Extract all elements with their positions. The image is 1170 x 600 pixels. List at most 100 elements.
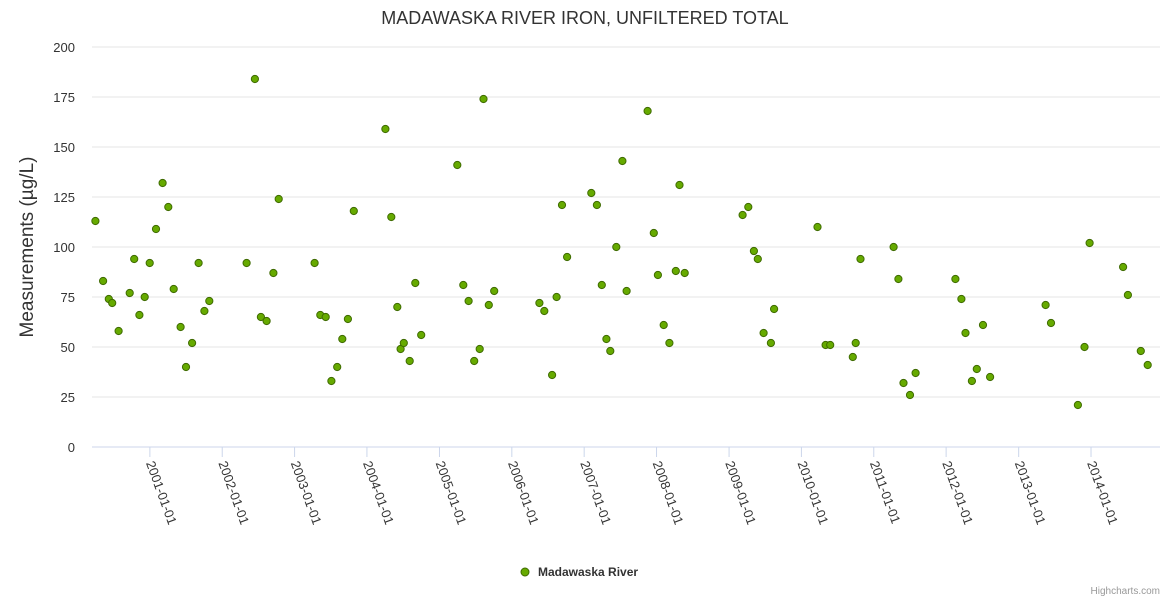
data-point[interactable] bbox=[459, 280, 468, 290]
data-point[interactable] bbox=[475, 344, 484, 354]
data-point[interactable] bbox=[957, 294, 966, 304]
data-point[interactable] bbox=[659, 320, 668, 330]
data-point[interactable] bbox=[484, 300, 493, 310]
data-point[interactable] bbox=[848, 352, 857, 362]
data-point[interactable] bbox=[1041, 300, 1050, 310]
data-point[interactable] bbox=[649, 228, 658, 238]
data-point[interactable] bbox=[978, 320, 988, 330]
data-point[interactable] bbox=[381, 124, 390, 134]
data-point[interactable] bbox=[753, 254, 762, 264]
data-point[interactable] bbox=[552, 292, 561, 302]
data-point[interactable] bbox=[135, 310, 144, 320]
data-point[interactable] bbox=[349, 206, 358, 216]
data-point[interactable] bbox=[200, 306, 209, 316]
data-point[interactable] bbox=[643, 106, 652, 116]
legend[interactable]: Madawaska River bbox=[520, 565, 638, 579]
data-point[interactable] bbox=[813, 222, 822, 232]
data-point[interactable] bbox=[770, 304, 779, 314]
data-point[interactable] bbox=[125, 288, 134, 298]
data-point[interactable] bbox=[99, 276, 108, 286]
data-point[interactable] bbox=[653, 270, 663, 280]
data-point[interactable] bbox=[894, 274, 903, 284]
data-point[interactable] bbox=[967, 376, 977, 386]
data-point[interactable] bbox=[557, 200, 567, 210]
data-point[interactable] bbox=[961, 328, 970, 338]
data-point[interactable] bbox=[176, 322, 185, 332]
data-point[interactable] bbox=[856, 254, 865, 264]
data-point[interactable] bbox=[951, 274, 960, 284]
data-point[interactable] bbox=[889, 242, 898, 252]
data-point[interactable] bbox=[333, 362, 342, 372]
data-point[interactable] bbox=[387, 212, 396, 222]
data-point[interactable] bbox=[675, 180, 684, 190]
data-point[interactable] bbox=[1080, 342, 1089, 352]
data-point[interactable] bbox=[262, 316, 271, 326]
data-point[interactable] bbox=[464, 296, 473, 306]
data-points[interactable] bbox=[91, 74, 1152, 410]
data-point[interactable] bbox=[826, 340, 835, 350]
data-point[interactable] bbox=[242, 258, 251, 268]
data-point[interactable] bbox=[91, 216, 100, 226]
data-point[interactable] bbox=[181, 362, 191, 372]
data-point[interactable] bbox=[399, 338, 408, 348]
data-point[interactable] bbox=[151, 224, 161, 234]
data-point[interactable] bbox=[188, 338, 197, 348]
data-point[interactable] bbox=[269, 268, 278, 278]
data-point[interactable] bbox=[671, 266, 680, 276]
data-point[interactable] bbox=[563, 252, 572, 262]
data-point[interactable] bbox=[140, 292, 149, 302]
data-point[interactable] bbox=[310, 258, 319, 268]
data-point[interactable] bbox=[250, 74, 259, 84]
data-point[interactable] bbox=[738, 210, 747, 220]
data-point[interactable] bbox=[338, 334, 347, 344]
data-point[interactable] bbox=[744, 202, 753, 212]
data-point[interactable] bbox=[548, 370, 557, 380]
data-point[interactable] bbox=[490, 286, 499, 296]
data-point[interactable] bbox=[164, 202, 173, 212]
data-point[interactable] bbox=[1143, 360, 1152, 370]
data-point[interactable] bbox=[327, 376, 336, 386]
data-point[interactable] bbox=[911, 368, 920, 378]
data-point[interactable] bbox=[321, 312, 330, 322]
data-point[interactable] bbox=[612, 242, 621, 252]
data-point[interactable] bbox=[343, 314, 352, 324]
data-point[interactable] bbox=[256, 312, 265, 322]
data-point[interactable] bbox=[680, 268, 689, 278]
data-point[interactable] bbox=[417, 330, 426, 340]
data-point[interactable] bbox=[1073, 400, 1083, 410]
data-point[interactable] bbox=[905, 390, 915, 400]
data-point[interactable] bbox=[602, 334, 611, 344]
data-point[interactable] bbox=[665, 338, 674, 348]
data-point[interactable] bbox=[618, 156, 627, 166]
data-point[interactable] bbox=[1046, 318, 1056, 328]
data-point[interactable] bbox=[766, 338, 776, 348]
data-point[interactable] bbox=[405, 356, 414, 366]
data-point[interactable] bbox=[169, 284, 178, 294]
data-point[interactable] bbox=[393, 302, 402, 312]
data-point[interactable] bbox=[108, 298, 117, 308]
data-point[interactable] bbox=[1119, 262, 1128, 272]
data-point[interactable] bbox=[759, 328, 768, 338]
data-point[interactable] bbox=[535, 298, 544, 308]
data-point[interactable] bbox=[587, 188, 596, 198]
data-point[interactable] bbox=[986, 372, 995, 382]
data-point[interactable] bbox=[1123, 290, 1133, 300]
data-point[interactable] bbox=[899, 378, 908, 388]
data-point[interactable] bbox=[1085, 238, 1094, 248]
data-point[interactable] bbox=[130, 254, 139, 264]
data-point[interactable] bbox=[749, 246, 759, 256]
data-point[interactable] bbox=[453, 160, 462, 170]
data-point[interactable] bbox=[158, 178, 167, 188]
data-point[interactable] bbox=[274, 194, 283, 204]
data-point[interactable] bbox=[622, 286, 631, 296]
data-point[interactable] bbox=[194, 258, 203, 268]
data-point[interactable] bbox=[1136, 346, 1145, 356]
data-point[interactable] bbox=[540, 306, 549, 316]
data-point[interactable] bbox=[411, 278, 420, 288]
data-point[interactable] bbox=[592, 200, 602, 210]
data-point[interactable] bbox=[114, 326, 123, 336]
data-point[interactable] bbox=[479, 94, 488, 104]
credits-link[interactable]: Highcharts.com bbox=[1091, 586, 1160, 597]
data-point[interactable] bbox=[606, 346, 615, 356]
data-point[interactable] bbox=[597, 280, 606, 290]
